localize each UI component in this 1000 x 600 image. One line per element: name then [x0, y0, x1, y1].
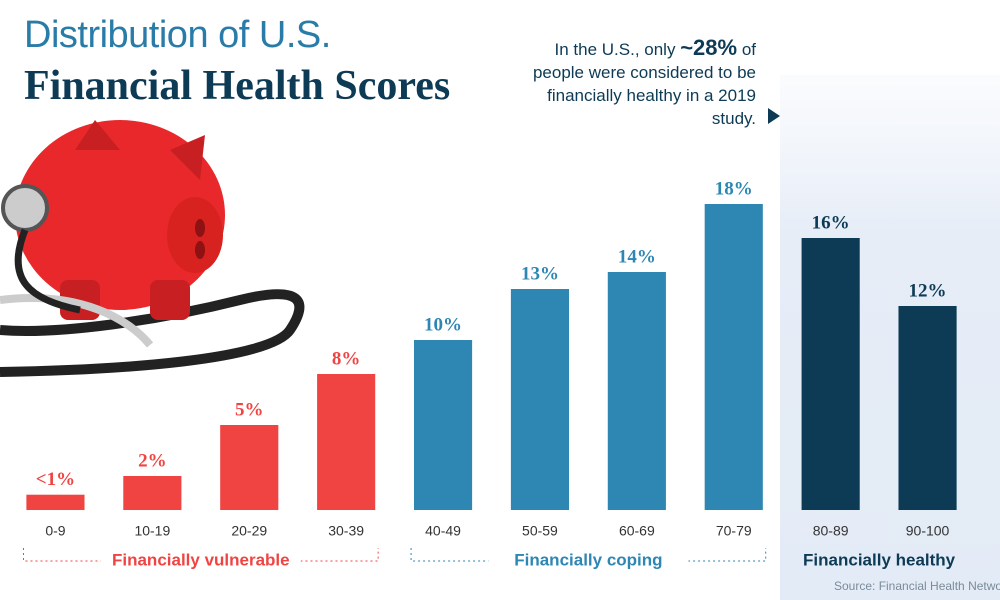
value-label: 2%	[138, 450, 167, 471]
source: Source: Financial Health Network	[834, 579, 1000, 593]
bar	[898, 306, 957, 510]
value-label: 5%	[235, 399, 264, 420]
x-tick-label: 10-19	[134, 523, 170, 539]
x-tick-label: 80-89	[813, 523, 849, 539]
annotation-text: In the U.S., only	[554, 40, 676, 59]
value-label: 8%	[332, 348, 361, 369]
pointer-arrow	[768, 108, 780, 124]
value-label: 18%	[715, 178, 753, 199]
annotation-emphasis: ~28%	[680, 35, 738, 60]
bar	[26, 494, 85, 510]
x-tick-label: 20-29	[231, 523, 267, 539]
bar	[510, 289, 570, 510]
title: Distribution of U.S.	[24, 14, 331, 56]
x-tick-label: 0-9	[45, 523, 65, 539]
value-label: 16%	[812, 212, 850, 233]
group-label-bg	[100, 553, 301, 569]
annotation: In the U.S., only ~28% of people were co…	[520, 36, 756, 130]
value-label: <1%	[36, 469, 75, 490]
x-tick-label: 90-100	[906, 523, 950, 539]
x-tick-label: 60-69	[619, 523, 655, 539]
value-label: 14%	[618, 246, 656, 267]
value-label: 12%	[909, 280, 947, 301]
bar	[220, 425, 279, 510]
bar	[607, 272, 666, 510]
legend-label: Financially vulnerable	[112, 550, 290, 569]
group-label-bg	[488, 553, 689, 569]
annotation-text: of people were considered to be financia…	[532, 40, 756, 128]
legend-label: Financially healthy	[803, 550, 956, 569]
bar	[704, 204, 763, 510]
bar	[317, 374, 376, 510]
subtitle: Financial Health Scores	[24, 63, 451, 109]
piggy-bank-illustration	[0, 120, 305, 377]
bar	[413, 340, 473, 510]
bar	[801, 238, 860, 510]
x-tick-label: 30-39	[328, 523, 364, 539]
value-label: 13%	[521, 263, 559, 284]
x-tick-label: 50-59	[522, 523, 558, 539]
legend-label: Financially coping	[514, 550, 662, 569]
x-tick-label: 40-49	[425, 523, 461, 539]
bar	[123, 476, 182, 510]
value-label: 10%	[424, 314, 462, 335]
x-tick-label: 70-79	[716, 523, 752, 539]
